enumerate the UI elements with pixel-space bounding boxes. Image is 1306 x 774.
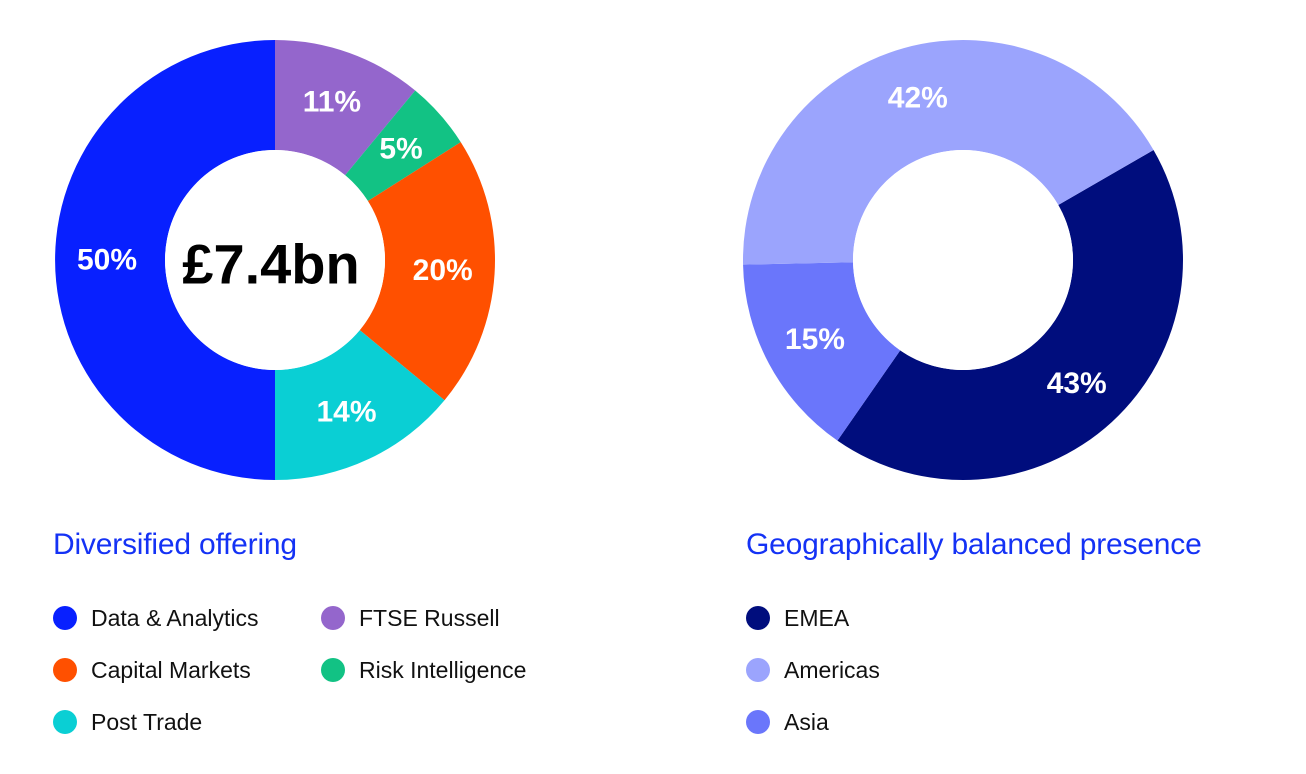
legend-swatch-dot [746, 710, 770, 734]
slice-label-data-and-analytics: 50% [77, 244, 137, 277]
legend-label: Risk Intelligence [359, 656, 527, 683]
slice-risk-intelligence [345, 90, 461, 202]
legend-item-capital-markets: Capital Markets [53, 652, 251, 688]
legend-label: Capital Markets [91, 656, 251, 683]
slice-ftse-russell [275, 40, 416, 176]
legend-item-data-and-analytics: Data & Analytics [53, 600, 258, 636]
legend-label: Americas [784, 656, 880, 683]
legend-item-asia: Asia [746, 704, 829, 740]
chart-title: Geographically balanced presence [746, 528, 1202, 561]
legend-item-post-trade: Post Trade [53, 704, 202, 740]
legend-item-risk-intelligence: Risk Intelligence [321, 652, 526, 688]
legend-swatch-dot [53, 658, 77, 682]
legend-item-emea: EMEA [746, 600, 849, 636]
slice-emea [837, 150, 1183, 480]
donut-hole [853, 150, 1073, 370]
slice-label-post-trade: 14% [317, 396, 377, 429]
slice-label-ftse-russell: 11% [303, 85, 361, 118]
legend-label: Post Trade [91, 708, 203, 735]
legend-label: Asia [784, 708, 829, 735]
slice-label-emea: 43% [1047, 367, 1107, 400]
slice-americas [743, 40, 1154, 265]
legend-swatch-dot [746, 606, 770, 630]
legend-item-americas: Americas [746, 652, 880, 688]
legend-swatch-dot [746, 658, 770, 682]
legend-swatch-dot [53, 710, 77, 734]
center-total-label: £7.4bn [182, 233, 359, 296]
slice-label-capital-markets: 20% [413, 254, 473, 287]
legend-swatch-dot [53, 606, 77, 630]
chart-panel-geographic-presence: 43% 15% 42% Geographically balanced presen… [653, 0, 1306, 774]
donut-chart-diversified-offering: 11% 5% 20% 14% 50% £7.4bn [55, 40, 495, 480]
slice-post-trade [275, 330, 445, 480]
legend-label: FTSE Russell [359, 604, 500, 631]
legend-item-ftse-russell: FTSE Russell [321, 600, 500, 636]
slice-capital-markets [359, 142, 495, 401]
legend-label: EMEA [784, 604, 850, 631]
legend-label: Data & Analytics [91, 604, 259, 631]
slice-label-risk-intelligence: 5% [379, 132, 422, 165]
legend-swatch-dot [321, 606, 345, 630]
legend-swatch-dot [321, 658, 345, 682]
slice-asia [743, 262, 901, 441]
chart-title: Diversified offering [53, 528, 297, 561]
chart-panel-diversified-offering: 11% 5% 20% 14% 50% £7.4bn Diversified offerin… [53, 40, 526, 740]
donut-hole [165, 150, 385, 370]
slice-label-americas: 42% [888, 82, 948, 115]
donut-chart-geographic-presence: 43% 15% 42% [743, 40, 1183, 480]
slice-label-asia: 15% [785, 323, 845, 356]
